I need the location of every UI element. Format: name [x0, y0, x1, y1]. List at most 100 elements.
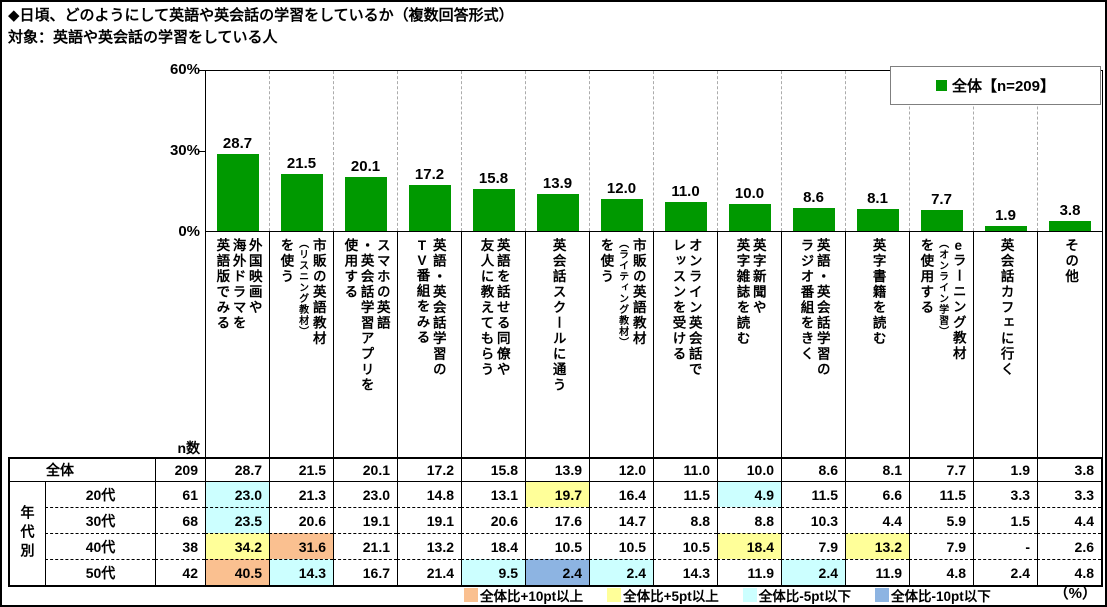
table-value-overall: 17.2	[397, 459, 461, 481]
category-label-segment: を使用する	[918, 238, 934, 316]
category-label: 外国映画や 海外ドラマを 英語版でみる	[213, 238, 261, 457]
category-cell: 市販の英語教材 （ライティング教材） を使う	[590, 232, 654, 457]
table-value: 4.4	[845, 507, 909, 533]
table-value: 2.4	[589, 559, 653, 585]
bar	[856, 209, 899, 231]
n-count-header: n数	[177, 440, 200, 456]
bar	[536, 194, 579, 231]
category-cell: 英語を話せる同僚や 友人に教えてもらう	[462, 232, 526, 457]
table-value-overall: 8.1	[845, 459, 909, 481]
category-label-segment: TV	[414, 238, 430, 268]
key-item-high10: 全体比+10pt以上	[464, 585, 583, 605]
table-value: 14.8	[397, 481, 461, 507]
category-label-segment: 英語・英会話学習の	[814, 238, 830, 378]
table-value: 14.3	[269, 559, 333, 585]
bar-column: 17.2	[398, 71, 462, 231]
category-label-line: 海外ドラマを	[229, 238, 246, 457]
bar-value-label: 7.7	[931, 191, 952, 208]
category-cell: eラーニング教材 （オンライン学習） を使用する	[910, 232, 974, 457]
category-label-line: を使う	[277, 238, 293, 457]
category-cell: 英会話スクールに通う	[526, 232, 590, 457]
category-label: 英会話スクールに通う	[549, 238, 566, 457]
category-label-segment: 英字雑誌を読む	[734, 238, 750, 347]
bar	[984, 226, 1027, 231]
bar-value-label: 11.0	[671, 183, 700, 200]
bar-value-label: 12.0	[606, 180, 637, 197]
y-axis-tickmark-60	[198, 70, 205, 71]
table-row-label: 50代	[45, 559, 155, 585]
category-label-line: 市販の英語教材	[310, 238, 326, 457]
table-row-label: 30代	[45, 507, 155, 533]
table-value: 23.5	[205, 507, 269, 533]
category-cell: オンライン英会話で レッスンを受ける	[654, 232, 718, 457]
category-label-line: 友人に教えてもらう	[477, 238, 494, 457]
table-value: 4.9	[717, 481, 781, 507]
bar	[600, 199, 643, 231]
table-value-overall: 10.0	[717, 459, 781, 481]
category-label-segment: ラジオ番組をきく	[798, 238, 814, 362]
plot-area: 28.7 21.5 20.1 17.2 15.8 13.9 12.0 11.0 10.0 8.6 8…	[205, 70, 1103, 232]
y-axis-tickmark-30	[198, 151, 205, 152]
table-value: 11.5	[653, 481, 717, 507]
bar-column: 13.9	[526, 71, 590, 231]
category-label-segment: レッスンを受ける	[670, 238, 686, 362]
table-n-value: 61	[155, 481, 205, 507]
bar	[472, 189, 515, 231]
bar-column: 10.0	[718, 71, 782, 231]
category-label-line: eラーニング教材	[950, 238, 966, 457]
category-cell: スマホの英語 ・英会話学習アプリを 使用する	[334, 232, 398, 457]
bar	[920, 210, 963, 231]
category-label-line: ラジオ番組をきく	[797, 238, 814, 457]
category-label-line: 英字雑誌を読む	[733, 238, 750, 457]
table-value-overall: 8.6	[781, 459, 845, 481]
table-value: 2.6	[1037, 533, 1101, 559]
data-table: 全体 209 28.7 21.5 20.1 17.2 15.8 13.9 12.0 11.0 10.…	[8, 457, 1103, 587]
key-item-high5: 全体比+5pt以上	[607, 585, 719, 605]
table-value: 6.6	[845, 481, 909, 507]
table-value: 34.2	[205, 533, 269, 559]
bar	[408, 185, 451, 231]
table-value: 10.3	[781, 507, 845, 533]
category-label-line: オンライン英会話で	[686, 238, 702, 457]
table-n-overall: 209	[155, 459, 205, 481]
category-label-line: ・英会話学習アプリを	[357, 238, 374, 457]
table-value: 11.5	[909, 481, 973, 507]
category-label-segment: e	[950, 238, 966, 253]
table-value: 16.7	[333, 559, 397, 585]
y-axis-label-30: 30%	[169, 142, 200, 159]
category-label: 市販の英語教材 （ライティング教材） を使う	[597, 238, 646, 457]
key-item-low10: 全体比-10pt以下	[875, 585, 991, 605]
table-value: 40.5	[205, 559, 269, 585]
category-label-line: を使う	[597, 238, 613, 457]
category-label-line: （リスニング教材）	[293, 238, 309, 457]
category-label-line: 英字書籍を読む	[869, 238, 886, 457]
category-label: オンライン英会話で レッスンを受ける	[669, 238, 702, 457]
bar-value-label: 20.1	[350, 158, 381, 175]
table-value: 20.6	[269, 507, 333, 533]
category-label-segment: 英語版でみる	[214, 238, 230, 331]
bar-value-label: 21.5	[286, 155, 317, 172]
table-value-overall: 11.0	[653, 459, 717, 481]
table-value: 1.5	[973, 507, 1037, 533]
category-label-segment: 英会話スクールに通う	[550, 238, 566, 393]
category-label-line: 英語・英会話学習の	[430, 238, 446, 457]
category-label-segment: 使用する	[342, 238, 358, 300]
category-cell: 市販の英語教材 （リスニング教材） を使う	[270, 232, 334, 457]
category-label: 英会話カフェに行く	[997, 238, 1014, 457]
category-label-segment: 市販の英語教材	[630, 238, 646, 347]
bar-value-label: 15.8	[478, 170, 509, 187]
table-value: 13.1	[461, 481, 525, 507]
category-label-segment: ・英会話学習アプリを	[358, 238, 374, 393]
category-label-line: 英語を話せる同僚や	[494, 238, 510, 457]
table-value-overall: 12.0	[589, 459, 653, 481]
table-value-overall: 28.7	[205, 459, 269, 481]
bar-value-label: 8.6	[803, 189, 824, 206]
y-axis-label-0: 0%	[178, 223, 200, 240]
category-label-line: その他	[1062, 238, 1078, 457]
category-label-line: （オンライン学習）	[933, 238, 949, 457]
table-value-overall: 21.5	[269, 459, 333, 481]
category-label-segment: 市販の英語教材	[310, 238, 326, 347]
key-item-label: 全体比-10pt以下	[891, 589, 991, 604]
bar-column: 12.0	[590, 71, 654, 231]
category-label-segment: （リスニング教材）	[296, 238, 308, 337]
